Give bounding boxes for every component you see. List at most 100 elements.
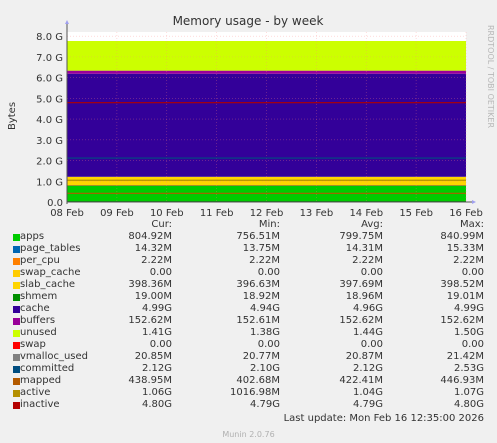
- legend-value-max: 4.99G: [453, 303, 484, 314]
- legend-value-min: 396.63M: [236, 279, 280, 290]
- legend-value-max: 0.00: [461, 339, 484, 350]
- memory-chart: Memory usage - by week Bytes 0.0 1.0 G 2.0…: [7, 14, 483, 219]
- legend-value-max: 15.33M: [446, 243, 484, 254]
- legend-series-name: unused: [20, 327, 57, 338]
- area-cache: [67, 73, 466, 177]
- legend-row-swap_cache: swap_cache 0.00 0.00 0.00 0.00: [0, 267, 497, 279]
- legend-value-cur: 804.92M: [128, 231, 172, 242]
- legend-swatch: [13, 390, 20, 397]
- y-tick-label: 8.0 G: [36, 32, 63, 43]
- legend-value-avg: 4.79G: [352, 399, 383, 410]
- legend-swatch: [13, 258, 20, 265]
- legend-row-swap: swap 0.00 0.00 0.00 0.00: [0, 339, 497, 351]
- legend-row-cache: cache 4.99G 4.94G 4.96G 4.99G: [0, 303, 497, 315]
- x-tick-label: 08 Feb: [50, 208, 84, 219]
- legend-value-max: 21.42M: [446, 351, 484, 362]
- legend-series-name: buffers: [20, 315, 56, 326]
- legend-row-shmem: shmem 19.00M 18.92M 18.96M 19.01M: [0, 291, 497, 303]
- legend-series-name: swap: [20, 339, 46, 350]
- legend-value-avg: 4.96G: [352, 303, 383, 314]
- area-per_cpu: [67, 185, 466, 186]
- area-slab_cache: [67, 176, 466, 186]
- legend-value-min: 402.68M: [236, 375, 280, 386]
- legend-row-per_cpu: per_cpu 2.22M 2.22M 2.22M 2.22M: [0, 255, 497, 267]
- x-axis-arrow: [472, 200, 476, 204]
- legend-value-avg: 2.12G: [352, 363, 383, 374]
- legend-series-name: inactive: [20, 399, 60, 410]
- legend-swatch: [13, 282, 20, 289]
- legend-row-slab_cache: slab_cache 398.36M 396.63M 397.69M 398.52M: [0, 279, 497, 291]
- legend-row-mapped: mapped 438.95M 402.68M 422.41M 446.93M: [0, 375, 497, 387]
- chart-title: Memory usage - by week: [173, 14, 324, 28]
- legend-swatch: [13, 378, 20, 385]
- legend-swatch: [13, 366, 20, 373]
- legend-series-name: mapped: [20, 375, 62, 386]
- legend-value-cur: 4.99G: [141, 303, 172, 314]
- x-tick-label: 13 Feb: [300, 208, 334, 219]
- area-unused: [67, 40, 466, 71]
- legend-row-buffers: buffers 152.62M 152.61M 152.62M 152.62M: [0, 315, 497, 327]
- legend-value-avg: 0.00: [360, 267, 383, 278]
- legend-swatch: [13, 318, 20, 325]
- legend-value-min: 152.61M: [236, 315, 280, 326]
- legend-value-avg: 1.44G: [352, 327, 383, 338]
- legend-value-max: 152.62M: [440, 315, 484, 326]
- legend-row-committed: committed 2.12G 2.10G 2.12G 2.53G: [0, 363, 497, 375]
- legend-value-cur: 1.06G: [141, 387, 172, 398]
- header-max: Max:: [459, 219, 484, 230]
- legend-value-max: 0.00: [461, 267, 484, 278]
- legend-value-max: 2.22M: [453, 255, 484, 266]
- x-tick-label: 15 Feb: [399, 208, 433, 219]
- legend-series-name: shmem: [20, 291, 58, 302]
- legend-value-cur: 398.36M: [128, 279, 172, 290]
- legend-value-max: 398.52M: [440, 279, 484, 290]
- legend-value-cur: 0.00: [149, 267, 172, 278]
- legend-value-min: 2.22M: [249, 255, 280, 266]
- legend-swatch: [13, 402, 20, 409]
- legend-header: Cur: Min: Avg: Max:: [0, 219, 497, 231]
- x-tick-label: 09 Feb: [100, 208, 134, 219]
- legend-value-avg: 152.62M: [339, 315, 383, 326]
- y-tick-label: 1.0 G: [36, 177, 63, 188]
- legend-row-vmalloc_used: vmalloc_used 20.85M 20.77M 20.87M 21.42M: [0, 351, 497, 363]
- legend-value-max: 840.99M: [440, 231, 484, 242]
- footer-version: Munin 2.0.76: [222, 430, 275, 439]
- legend-value-cur: 438.95M: [128, 375, 172, 386]
- header-min: Min:: [258, 219, 280, 230]
- legend-value-avg: 422.41M: [339, 375, 383, 386]
- legend-swatch: [13, 234, 20, 241]
- y-tick-label: 0.0: [47, 198, 63, 209]
- legend-value-avg: 1.04G: [352, 387, 383, 398]
- legend-value-min: 20.77M: [242, 351, 280, 362]
- legend-value-max: 1.50G: [453, 327, 484, 338]
- legend-series-name: apps: [20, 231, 45, 242]
- area-buffers: [67, 70, 466, 74]
- legend-value-min: 0.00: [257, 339, 280, 350]
- legend-swatch: [13, 330, 20, 337]
- legend-value-cur: 1.41G: [141, 327, 172, 338]
- legend-series-name: swap_cache: [20, 267, 81, 278]
- y-tick-label: 5.0 G: [36, 94, 63, 105]
- legend-value-avg: 397.69M: [339, 279, 383, 290]
- last-update: Last update: Mon Feb 16 12:35:00 2026: [283, 413, 484, 424]
- legend-swatch: [13, 342, 20, 349]
- legend-value-min: 756.51M: [236, 231, 280, 242]
- legend-series-name: cache: [20, 303, 50, 314]
- legend-value-avg: 0.00: [360, 339, 383, 350]
- legend-value-min: 13.75M: [242, 243, 280, 254]
- legend-value-cur: 14.32M: [134, 243, 172, 254]
- legend-value-cur: 2.22M: [141, 255, 172, 266]
- legend-value-avg: 18.96M: [345, 291, 383, 302]
- legend-value-avg: 14.31M: [345, 243, 383, 254]
- legend-value-min: 0.00: [257, 267, 280, 278]
- legend-series-name: per_cpu: [20, 255, 60, 266]
- y-axis-arrow: [65, 20, 69, 24]
- legend-series-name: slab_cache: [20, 279, 76, 290]
- y-tick-label: 6.0 G: [36, 74, 63, 85]
- legend-row-active: active 1.06G 1016.98M 1.04G 1.07G: [0, 387, 497, 399]
- header-cur: Cur:: [151, 219, 172, 230]
- y-tick-label: 4.0 G: [36, 115, 63, 126]
- legend-value-max: 2.53G: [453, 363, 484, 374]
- legend-row-unused: unused 1.41G 1.38G 1.44G 1.50G: [0, 327, 497, 339]
- legend-row-apps: apps 804.92M 756.51M 799.75M 840.99M: [0, 231, 497, 243]
